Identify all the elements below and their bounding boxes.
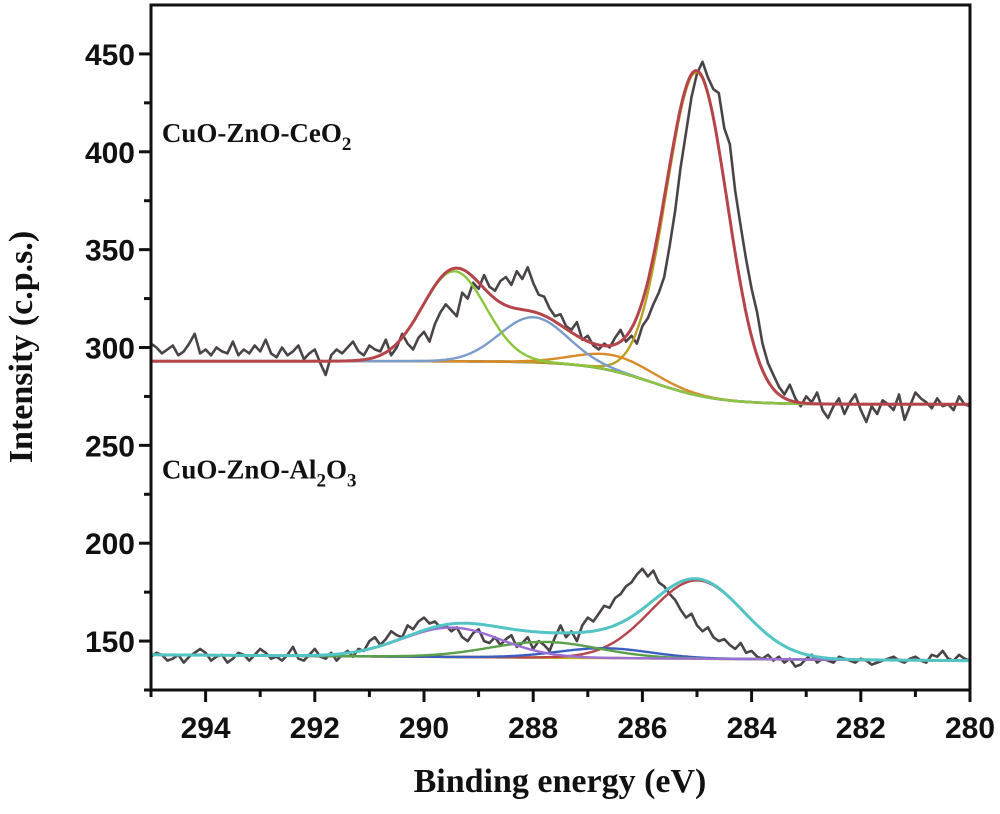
y-axis: 150 200 250 300 350 400 450: [85, 39, 151, 692]
x-tick-label: 282: [836, 712, 886, 745]
x-tick-label: 294: [181, 712, 231, 745]
x-tick-label: 284: [727, 712, 777, 745]
component-peak-line: [151, 270, 970, 406]
x-tick-label: 286: [617, 712, 667, 745]
plot-frame: [149, 3, 972, 692]
sample-label-text: CuO-ZnO-Al: [162, 455, 317, 485]
sample-label: CuO-ZnO-CeO2: [162, 118, 352, 155]
y-tick-label: 250: [85, 430, 135, 463]
raw-spectrum-line: [151, 60, 970, 424]
x-axis: 294 292 290 288 286 284 282 280: [149, 690, 995, 745]
fit-envelope-line: [151, 577, 970, 663]
y-tick-label: 300: [85, 333, 135, 366]
component-peak-line: [151, 579, 970, 662]
x-tick-label: 288: [508, 712, 558, 745]
plot-area: [151, 60, 970, 668]
sample-label-text: O: [326, 455, 347, 485]
sample-label-text: CuO-ZnO-CeO: [162, 118, 342, 148]
sample-label: CuO-ZnO-Al2O3: [162, 455, 357, 492]
y-tick-label: 150: [85, 626, 135, 659]
y-tick-label: 200: [85, 528, 135, 561]
x-tick-label: 290: [399, 712, 449, 745]
y-axis-title: Intensity (c.p.s.): [3, 231, 40, 463]
y-tick-label: 400: [85, 137, 135, 170]
x-tick-label: 280: [945, 712, 995, 745]
fit-envelope-line: [151, 69, 970, 406]
y-tick-label: 350: [85, 235, 135, 268]
background-line: [151, 359, 970, 406]
sample-label-subscript: 2: [342, 134, 352, 155]
sample-label-subscript: 3: [347, 471, 357, 492]
x-axis-title: Binding energy (eV): [414, 763, 707, 800]
x-tick-label: 292: [290, 712, 340, 745]
series-group: [151, 60, 970, 668]
y-tick-label: 450: [85, 39, 135, 72]
sample-label-subscript: 2: [316, 471, 326, 492]
